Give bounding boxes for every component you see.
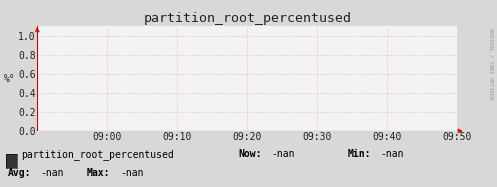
Text: Now:: Now: — [239, 149, 262, 159]
Text: Max:: Max: — [87, 168, 110, 178]
Text: RRDTOOL / TOBI OETIKER: RRDTOOL / TOBI OETIKER — [489, 28, 494, 99]
Text: Min:: Min: — [348, 149, 371, 159]
Text: -nan: -nan — [120, 168, 144, 178]
Text: -nan: -nan — [380, 149, 404, 159]
Text: Avg:: Avg: — [7, 168, 31, 178]
Text: -nan: -nan — [41, 168, 64, 178]
Text: -nan: -nan — [271, 149, 294, 159]
Text: %°: %° — [4, 73, 16, 84]
Text: partition_root_percentused: partition_root_percentused — [21, 149, 173, 160]
Title: partition_root_percentused: partition_root_percentused — [143, 12, 351, 25]
